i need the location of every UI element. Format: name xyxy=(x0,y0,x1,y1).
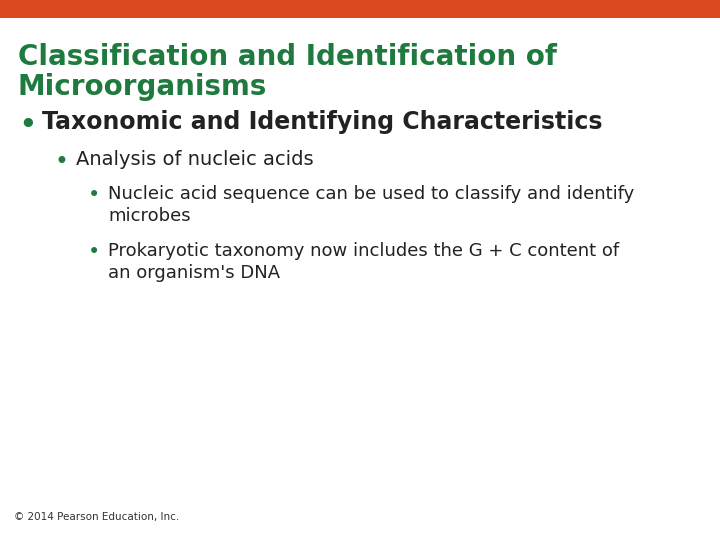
Text: Taxonomic and Identifying Characteristics: Taxonomic and Identifying Characteristic… xyxy=(42,110,603,134)
Text: Classification and Identification of: Classification and Identification of xyxy=(18,43,557,71)
Text: an organism's DNA: an organism's DNA xyxy=(108,264,280,282)
Text: •: • xyxy=(88,185,100,205)
Text: Nucleic acid sequence can be used to classify and identify: Nucleic acid sequence can be used to cla… xyxy=(108,185,634,203)
Text: •: • xyxy=(18,110,37,141)
Text: •: • xyxy=(88,242,100,262)
Text: © 2014 Pearson Education, Inc.: © 2014 Pearson Education, Inc. xyxy=(14,512,179,522)
Text: microbes: microbes xyxy=(108,207,191,225)
Text: Analysis of nucleic acids: Analysis of nucleic acids xyxy=(76,150,314,169)
Text: Prokaryotic taxonomy now includes the G + C content of: Prokaryotic taxonomy now includes the G … xyxy=(108,242,619,260)
Text: Microorganisms: Microorganisms xyxy=(18,73,267,101)
FancyBboxPatch shape xyxy=(0,0,720,18)
Text: •: • xyxy=(54,150,68,174)
